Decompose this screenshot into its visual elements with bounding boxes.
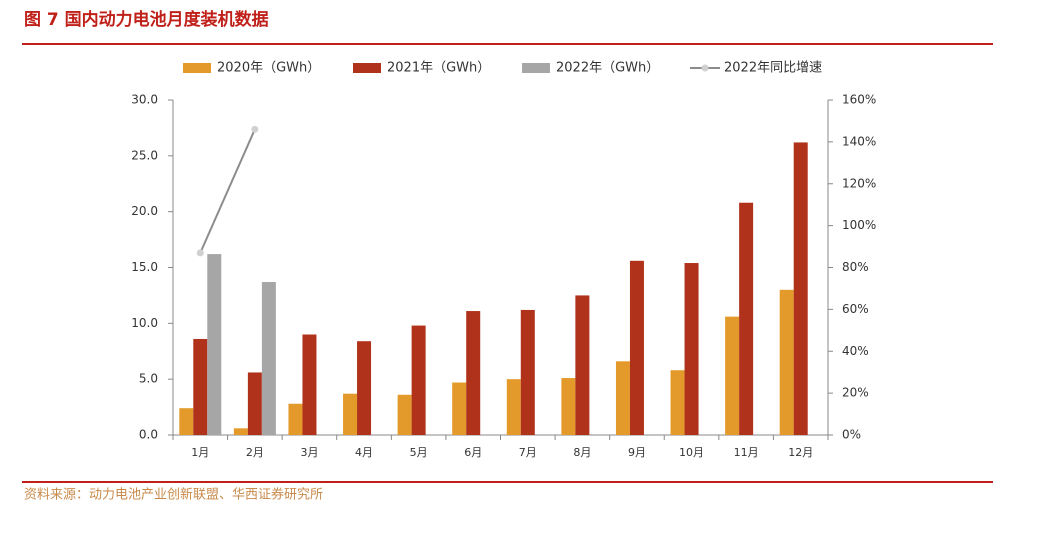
x-tick-label: 7月 [519, 446, 537, 459]
y2-tick-label: 40% [842, 344, 869, 358]
bar [725, 316, 740, 435]
legend-label: 2020年（GWh） [217, 61, 320, 76]
x-tick-label: 12月 [788, 446, 813, 459]
bar [207, 254, 222, 435]
y-tick-label: 10.0 [131, 316, 158, 330]
bar [793, 142, 808, 435]
y2-tick-label: 100% [842, 218, 876, 232]
bar [779, 289, 794, 435]
y-tick-label: 30.0 [131, 93, 158, 107]
x-tick-label: 5月 [410, 446, 428, 459]
y-tick-label: 25.0 [131, 148, 158, 162]
bar [506, 379, 521, 435]
line-marker [251, 125, 259, 133]
y2-tick-label: 20% [842, 386, 869, 400]
bar [357, 341, 372, 435]
legend-label: 2022年同比增速 [724, 61, 822, 76]
y2-tick-label: 120% [842, 176, 876, 190]
legend-swatch [353, 63, 381, 73]
x-tick-label: 2月 [246, 446, 264, 459]
bar [302, 334, 317, 435]
legend-swatch [183, 63, 211, 73]
bar [575, 295, 590, 435]
line [199, 128, 256, 254]
legend-label: 2021年（GWh） [387, 61, 490, 76]
y2-tick-label: 60% [842, 302, 869, 316]
bar [233, 428, 248, 435]
x-tick-label: 11月 [734, 446, 759, 459]
bar [261, 282, 276, 435]
y-tick-label: 15.0 [131, 260, 158, 274]
x-tick-label: 1月 [191, 446, 209, 459]
bar [397, 394, 412, 435]
bar [452, 382, 467, 435]
bar [179, 408, 194, 435]
legend-swatch [701, 64, 709, 72]
bar [288, 403, 303, 435]
y-tick-label: 20.0 [131, 204, 158, 218]
bar [411, 325, 426, 435]
y2-tick-label: 160% [842, 93, 876, 107]
y-tick-label: 0.0 [139, 428, 158, 442]
bar [466, 311, 481, 435]
bar [247, 372, 262, 435]
x-tick-label: 6月 [464, 446, 482, 459]
bar [193, 338, 208, 435]
y-tick-label: 5.0 [139, 372, 158, 386]
x-tick-label: 9月 [628, 446, 646, 459]
chart-title: 图 7 国内动力电池月度装机数据 [24, 9, 269, 30]
bar [561, 378, 576, 435]
y2-tick-label: 0% [842, 428, 861, 442]
y2-tick-label: 140% [842, 134, 876, 148]
line-marker [196, 249, 204, 257]
legend-label: 2022年（GWh） [556, 61, 659, 76]
bar [684, 263, 699, 435]
bar [670, 370, 685, 435]
bar [615, 361, 630, 435]
x-tick-label: 8月 [573, 446, 591, 459]
x-tick-label: 10月 [679, 446, 704, 459]
legend-swatch [522, 63, 550, 73]
bar [629, 260, 644, 435]
source: 资料来源：动力电池产业创新联盟、华西证券研究所 [24, 487, 323, 503]
x-tick-label: 4月 [355, 446, 373, 459]
bar [343, 393, 358, 435]
bar [520, 309, 535, 435]
y2-tick-label: 80% [842, 260, 869, 274]
x-tick-label: 3月 [300, 446, 318, 459]
bar [739, 202, 754, 435]
